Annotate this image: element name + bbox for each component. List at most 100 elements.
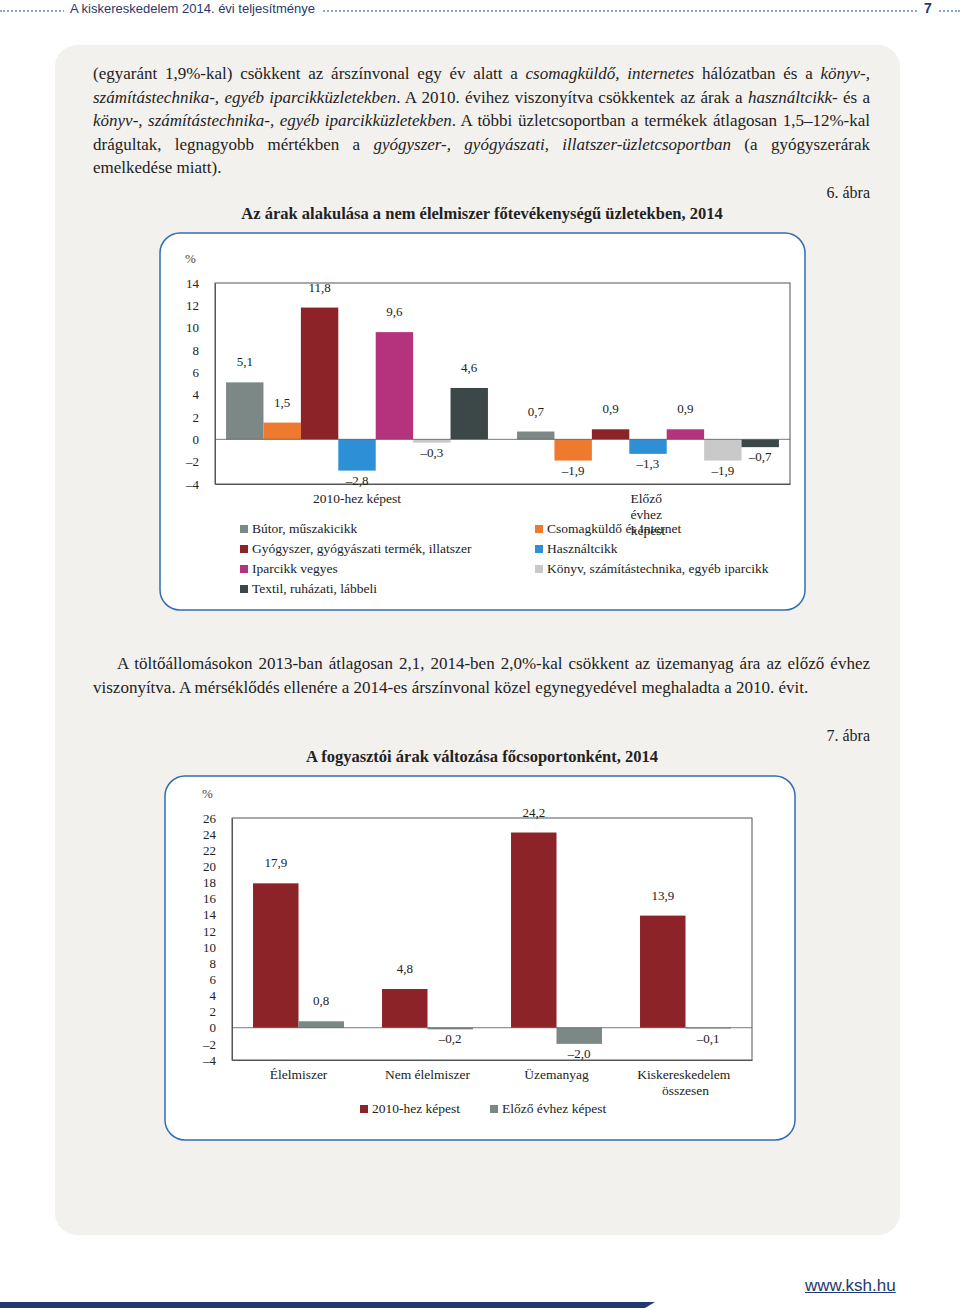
y-tick: 0: [210, 1020, 233, 1035]
text-run: hálózatban és a: [694, 64, 820, 83]
axis-title: %: [202, 786, 213, 801]
data-label: –2,0: [567, 1046, 591, 1061]
y-tick: 12: [186, 298, 215, 313]
data-label: 13,9: [651, 888, 674, 903]
y-tick: 22: [203, 843, 232, 858]
tick-label: 16: [203, 891, 217, 906]
text-run: (egyaránt 1,9%-kal) csökkent az árszínvo…: [93, 64, 525, 83]
bar: [640, 916, 685, 1028]
axis-line: [215, 284, 216, 485]
legend-label: Használtcikk: [547, 541, 618, 556]
text-run: . A 2010. évihez viszonyítva csökkentek …: [396, 88, 748, 107]
y-tick: 26: [203, 811, 232, 826]
legend-label: Iparcikk vegyes: [252, 561, 338, 576]
bar: [517, 432, 554, 440]
bar: [338, 439, 375, 470]
axis-title: %: [185, 251, 196, 266]
bar: [263, 423, 300, 440]
data-label: –1,3: [636, 456, 660, 471]
y-tick: 8: [193, 343, 216, 358]
tick-label: Élelmiszer: [270, 1067, 328, 1082]
paragraph: (egyaránt 1,9%-kal) csökkent az árszínvo…: [93, 62, 870, 180]
figure-label: 7. ábra: [770, 727, 870, 745]
y-tick: –4: [202, 1053, 232, 1068]
y-tick: 14: [186, 276, 215, 291]
figure-label: 6. ábra: [770, 184, 870, 202]
axis-line: [232, 819, 233, 1061]
data-label: 24,2: [522, 805, 545, 820]
data-label: 1,5: [274, 395, 290, 410]
legend-swatch: [360, 1105, 368, 1113]
y-tick: 12: [203, 924, 232, 939]
tick-label: –2: [185, 454, 199, 469]
footer-band: [0, 1302, 655, 1308]
y-tick: 0: [193, 432, 216, 447]
data-label: 9,6: [386, 304, 403, 319]
y-tick: 6: [210, 972, 233, 987]
legend-swatch: [240, 585, 248, 593]
bar: [413, 439, 450, 442]
data-label: 0,9: [677, 401, 693, 416]
tick-label: 12: [203, 924, 216, 939]
tick-label: 26: [203, 811, 217, 826]
text-run: használtcikk-: [748, 88, 838, 107]
tick-label: 14: [203, 907, 217, 922]
bar: [376, 332, 413, 439]
chart-box: [160, 233, 805, 610]
tick-label: 0: [193, 432, 200, 447]
text-run: csomagküldő, internetes: [525, 64, 694, 83]
bar: [511, 833, 556, 1028]
legend: Bútor, műszakicikkCsomagküldő és interne…: [240, 521, 769, 596]
data-label: 0,8: [313, 993, 329, 1008]
bar: [298, 1021, 343, 1027]
bar: [557, 1028, 602, 1044]
y-tick: 20: [203, 859, 232, 874]
bar: [667, 429, 704, 439]
plot-frame: [232, 818, 752, 1060]
tick-label: 2: [210, 1004, 217, 1019]
y-axis: –4–202468101214: [185, 276, 216, 492]
y-tick: –2: [185, 454, 215, 469]
tick-label: 6: [210, 972, 217, 987]
axis-line: [216, 484, 791, 485]
tick-label: Kiskereskedelem összesen: [637, 1067, 733, 1098]
bar: [382, 989, 427, 1028]
tick-label: 8: [193, 343, 200, 358]
y-tick: 10: [186, 320, 215, 335]
y-tick: 4: [210, 988, 233, 1003]
tick-label: 4: [193, 387, 200, 402]
footer-url: www.ksh.hu: [805, 1276, 896, 1296]
y-tick: 24: [203, 827, 232, 842]
chart: –4–202468101214161820222426ÉlelmiszerNem…: [165, 776, 795, 1140]
tick-label: 2: [193, 410, 200, 425]
page-number: 7: [918, 0, 938, 16]
text-run: A töltőállomásokon 2013-ban átlagosan 2,…: [93, 654, 870, 697]
legend-swatch: [240, 545, 248, 553]
legend-swatch: [535, 545, 543, 553]
tick-label: 6: [193, 365, 200, 380]
legend-label: Csomagküldő és internet: [547, 521, 681, 536]
y-tick: 8: [210, 956, 233, 971]
legend-label: Könyv, számítástechnika, egyéb iparcikk: [547, 561, 769, 576]
tick-label: Üzemanyag: [524, 1067, 589, 1082]
tick-label: 12: [186, 298, 199, 313]
legend-label: Gyógyszer, gyógyászati termék, illatszer: [252, 541, 472, 556]
x-tick: Üzemanyag: [524, 1060, 589, 1082]
tick-label: 20: [203, 859, 216, 874]
axis-line: [233, 1060, 753, 1061]
data-label: –0,7: [748, 449, 772, 464]
baseline: [232, 1027, 752, 1028]
legend: 2010-hez képestElőző évhez képest: [360, 1101, 606, 1116]
data-labels: 17,94,824,213,90,8–0,2–2,0–0,1: [264, 805, 719, 1061]
bar: [742, 439, 779, 447]
bars: [232, 833, 752, 1044]
data-label: 0,9: [602, 401, 618, 416]
tick-label: 0: [210, 1020, 217, 1035]
data-label: –0,1: [696, 1031, 720, 1046]
data-label: –1,9: [561, 463, 585, 478]
bar: [253, 883, 298, 1027]
legend-swatch: [535, 565, 543, 573]
y-tick: 4: [193, 387, 216, 402]
legend-swatch: [240, 565, 248, 573]
bars: [215, 308, 790, 471]
